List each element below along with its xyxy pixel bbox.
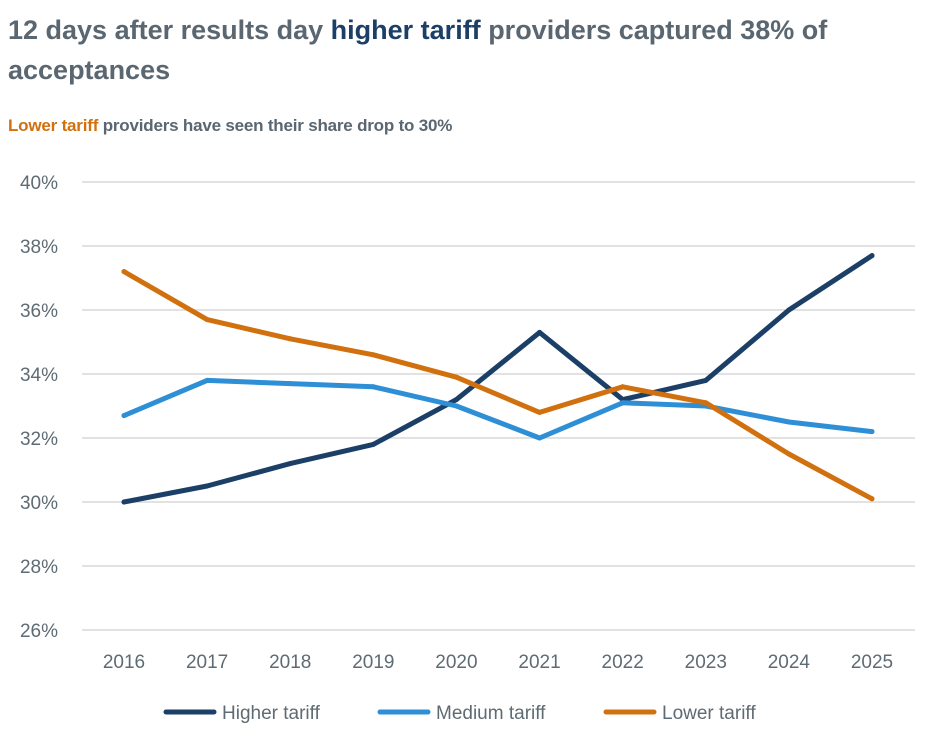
chart-title: 12 days after results day higher tariff …	[8, 10, 908, 90]
data-point-lower	[786, 451, 792, 457]
data-point-higher	[121, 499, 127, 505]
chart-subtitle: Lower tariff providers have seen their s…	[8, 116, 452, 136]
x-tick-label: 2017	[186, 652, 228, 673]
title-part-2: providers captured 38% of acceptances	[8, 15, 828, 85]
gridlines	[82, 181, 915, 631]
legend-label-lower: Lower tariff	[662, 703, 756, 724]
y-tick-label: 34%	[20, 365, 58, 386]
y-tick-label: 32%	[20, 429, 58, 450]
x-tick-label: 2018	[269, 652, 311, 673]
x-tick-label: 2022	[602, 652, 644, 673]
y-tick-label: 30%	[20, 493, 58, 514]
title-highlight: higher tariff	[330, 15, 481, 45]
data-point-lower	[703, 400, 709, 406]
data-point-medium	[453, 403, 459, 409]
y-tick-label: 40%	[20, 173, 58, 194]
data-point-lower	[620, 384, 626, 390]
x-tick-label: 2025	[851, 652, 893, 673]
y-tick-label: 38%	[20, 237, 58, 258]
x-tick-label: 2021	[518, 652, 560, 673]
series-lines	[121, 253, 875, 505]
y-axis-ticks: 26% 28% 30% 32% 34% 36% 38% 40%	[20, 173, 58, 642]
title-part-1: 12 days after results day	[8, 15, 331, 45]
legend-label-higher: Higher tariff	[222, 703, 321, 724]
data-point-medium	[204, 377, 210, 383]
x-tick-label: 2024	[768, 652, 811, 673]
x-tick-label: 2023	[685, 652, 727, 673]
x-tick-label: 2019	[352, 652, 394, 673]
data-point-higher	[204, 483, 210, 489]
data-point-medium	[869, 429, 875, 435]
x-axis-ticks: 2016 2017 2018 2019 2020 2021 2022 2023 2024 2025	[103, 652, 893, 673]
data-point-higher	[786, 307, 792, 313]
data-point-medium	[287, 381, 293, 387]
series-line-lower	[121, 269, 875, 502]
x-tick-label: 2020	[435, 652, 477, 673]
data-point-medium	[370, 384, 376, 390]
y-tick-label: 26%	[20, 621, 58, 642]
data-point-higher	[703, 377, 709, 383]
data-point-higher	[453, 397, 459, 403]
data-point-lower	[204, 317, 210, 323]
data-point-medium	[786, 419, 792, 425]
legend: Higher tariff Medium tariff Lower tariff	[163, 703, 756, 724]
data-point-lower	[537, 409, 543, 415]
data-point-lower	[453, 374, 459, 380]
x-tick-label: 2016	[103, 652, 145, 673]
subtitle-highlight: Lower tariff	[8, 116, 99, 135]
y-tick-label: 36%	[20, 301, 58, 322]
data-point-medium	[620, 400, 626, 406]
series-line-medium	[121, 377, 875, 441]
data-point-higher	[537, 329, 543, 335]
data-point-lower	[370, 352, 376, 358]
data-point-medium	[537, 435, 543, 441]
data-point-lower	[287, 336, 293, 342]
legend-label-medium: Medium tariff	[436, 703, 546, 724]
data-point-higher	[869, 253, 875, 259]
y-tick-label: 28%	[20, 557, 58, 578]
series-line-higher	[121, 253, 875, 505]
data-point-higher	[287, 461, 293, 467]
data-point-medium	[121, 413, 127, 419]
data-point-lower	[121, 269, 127, 275]
data-point-higher	[370, 441, 376, 447]
data-point-lower	[869, 496, 875, 502]
subtitle-rest: providers have seen their share drop to …	[98, 116, 453, 135]
